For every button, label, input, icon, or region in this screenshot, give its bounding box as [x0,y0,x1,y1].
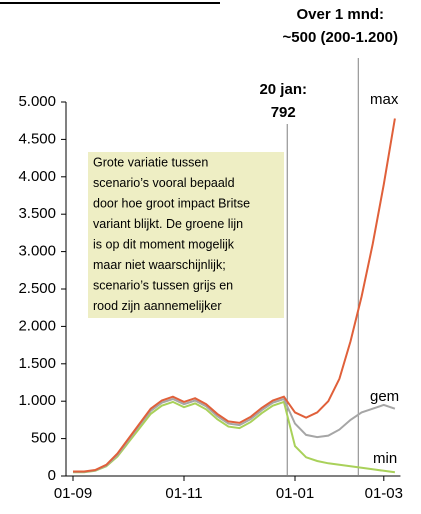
note-box [88,152,284,318]
y-tick-label: 3.000 [18,243,56,260]
y-tick-label: 500 [31,430,56,447]
note-line: scenario’s vooral bepaald [93,176,235,190]
y-tick-label: 1.500 [18,355,56,372]
y-tick-label: 2.000 [18,317,56,334]
note-line: rood zijn aannemelijker [93,299,222,313]
x-tick-label: 01-01 [276,485,314,502]
note-line: maar niet waarschijnlijk; [93,258,226,272]
annotation-text: 20 jan: [259,81,307,98]
annotation-text: ~500 (200-1.200) [283,29,399,46]
annotation-text: Over 1 mnd: [297,6,385,23]
note-line: Grote variatie tussen [93,155,208,169]
note-line: variant blijkt. De groene lijn [93,217,243,231]
x-tick-label: 01-11 [165,485,202,502]
y-tick-label: 2.500 [18,280,56,297]
y-tick-label: 5.000 [18,93,56,110]
y-tick-label: 0 [48,467,56,484]
series-line [73,118,396,473]
note-line: door hoe groot impact Britse [93,196,250,210]
y-tick-label: 1.000 [18,392,56,409]
series-label: min [373,450,397,467]
y-tick-label: 4.000 [18,168,56,185]
series-label: gem [370,388,399,405]
series-line [73,397,396,473]
x-tick-label: 01-03 [365,485,403,502]
y-tick-label: 4.500 [18,130,56,147]
note-line: is op dit moment mogelijk [93,237,235,251]
series-line [73,400,396,474]
annotation-text: 792 [271,104,296,121]
series-label: max [370,91,399,108]
note-line: scenario’s tussen grijs en [93,278,233,292]
x-tick-label: 01-09 [54,485,92,502]
y-tick-label: 3.500 [18,205,56,222]
